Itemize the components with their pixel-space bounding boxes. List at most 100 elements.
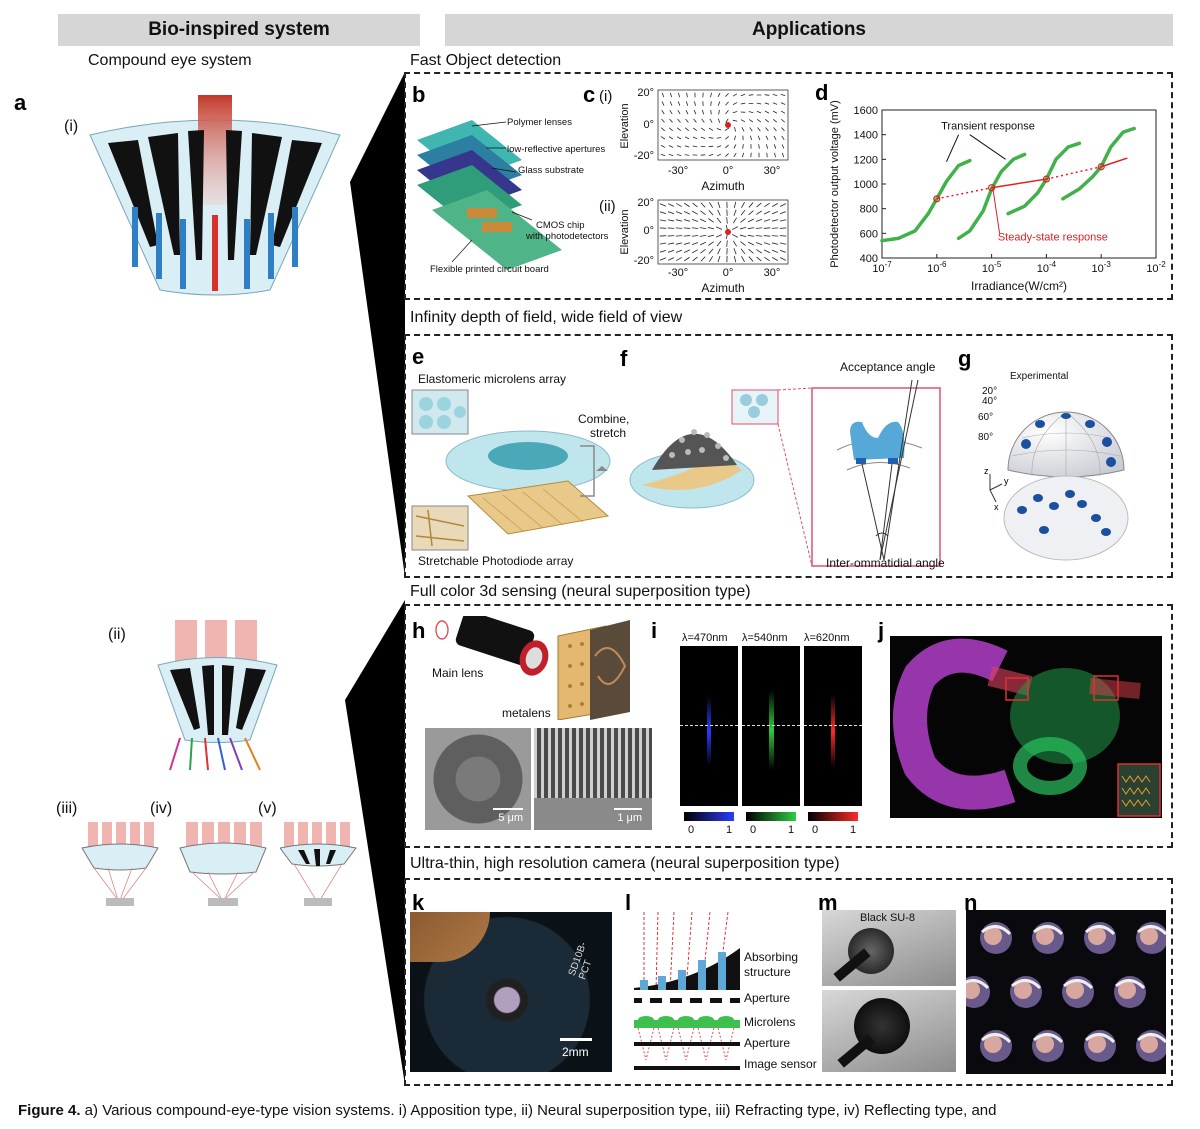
flow-vector-95 xyxy=(748,256,754,262)
flow-vector-73 xyxy=(733,209,737,216)
flow-vector-76 xyxy=(734,126,736,132)
sem-image-metalens-top: 5 μm xyxy=(425,728,531,830)
panel-c-sub-ii: (ii) xyxy=(599,198,616,215)
flow-vector-103 xyxy=(756,256,762,262)
steady-state-point-2 xyxy=(1042,175,1050,183)
label-v: (v) xyxy=(258,800,277,817)
box-full-color xyxy=(404,604,1173,848)
flow-vector-89 xyxy=(748,210,754,216)
label-iii: (iii) xyxy=(56,800,78,817)
flow-vector-126 xyxy=(779,249,787,253)
c2-ytick-m20: -20° xyxy=(634,255,654,267)
flow-vector-3 xyxy=(661,118,665,123)
flow-vector-111 xyxy=(764,256,770,262)
flow-vector-16 xyxy=(678,92,680,98)
flow-vector-90 xyxy=(748,111,754,114)
flow-vector-55 xyxy=(708,256,714,262)
flow-vector-30 xyxy=(683,249,691,254)
flow-vector-55 xyxy=(708,154,714,156)
flow-vector-30 xyxy=(684,145,690,148)
flow-vector-50 xyxy=(708,218,714,223)
flow-vector-5 xyxy=(659,242,667,245)
ultra-thin-camera-schematic xyxy=(634,911,740,1070)
flow-vector-91 xyxy=(747,227,755,230)
flow-vector-113 xyxy=(772,102,778,105)
steady-state-point-0 xyxy=(933,195,941,203)
cb2-min: 0 xyxy=(750,824,757,836)
flow-vector-121 xyxy=(780,102,786,105)
flow-vector-56 xyxy=(717,201,721,209)
panel-letter-i: i xyxy=(651,618,658,643)
flow-vector-20 xyxy=(675,235,683,237)
label-inter-ommatidial-angle: Inter-ommatidial angle xyxy=(826,556,945,570)
flow-vector-35 xyxy=(693,118,697,123)
scale-bar-2mm xyxy=(560,1038,592,1041)
label-40deg: 40° xyxy=(982,396,998,407)
flow-vector-51 xyxy=(709,118,713,123)
panel-letter-e: e xyxy=(412,344,425,369)
flow-vector-118 xyxy=(773,144,777,149)
flow-vector-58 xyxy=(716,217,722,224)
label-620nm: λ=620nm xyxy=(804,632,850,644)
flow-vector-8 xyxy=(669,92,673,98)
flow-vector-75 xyxy=(732,119,738,122)
camera-layer-stack-diagram xyxy=(417,120,562,270)
sub-image-5 xyxy=(1010,976,1042,1008)
flow-vector-114 xyxy=(772,110,778,114)
flow-vector-116 xyxy=(771,235,779,237)
axis-z: z xyxy=(984,466,989,476)
panel-letter-c: c xyxy=(583,82,596,107)
axis-x: x xyxy=(994,502,999,512)
flow-vector-23 xyxy=(676,154,682,156)
camera-photo: SD10B-PCT 2mm xyxy=(410,912,612,1072)
flow-vector-105 xyxy=(763,210,771,215)
neural-superposition-diagram xyxy=(157,620,278,771)
flow-vector-17 xyxy=(675,211,683,215)
flow-vector-10 xyxy=(669,110,673,115)
flow-vector-88 xyxy=(748,202,754,208)
flow-vector-110 xyxy=(763,249,771,254)
header-bio-inspired: Bio-inspired system xyxy=(58,14,420,46)
optic-flow-plot-i: Elevation 20° 0° -20° -30° 0° 30° Azimut… xyxy=(620,87,789,193)
flow-vector-26 xyxy=(685,109,689,115)
label-ii: (ii) xyxy=(108,626,126,643)
flow-vector-42 xyxy=(701,109,705,115)
flow-vector-72 xyxy=(732,93,738,97)
flow-vector-85 xyxy=(740,241,746,246)
flow-vector-27 xyxy=(683,227,691,229)
flow-vector-4 xyxy=(661,127,665,132)
flow-vector-69 xyxy=(725,136,729,140)
colorbar-green xyxy=(746,812,796,821)
d-xlabel: Irradiance(W/cm²) xyxy=(971,279,1067,293)
flow-vector-49 xyxy=(708,210,714,216)
d-ytick-label-3: 1000 xyxy=(854,179,878,191)
label-cmos-chip: CMOS chip xyxy=(536,220,585,231)
sub-image-10 xyxy=(1084,1030,1116,1062)
c2-xtick-30: 30° xyxy=(764,267,781,279)
metalens-camera-diagram xyxy=(435,616,630,720)
flow-vector-31 xyxy=(684,154,690,156)
label-microlens: Microlens xyxy=(744,1015,796,1029)
flow-vector-37 xyxy=(691,242,699,246)
flow-vector-92 xyxy=(747,234,755,237)
flow-vector-87 xyxy=(741,256,745,262)
c2-ytick-20: 20° xyxy=(637,197,654,209)
flow-vector-73 xyxy=(732,102,738,105)
flow-vector-78 xyxy=(733,248,737,255)
label-acceptance-angle: Acceptance angle xyxy=(840,360,936,374)
flow-vector-6 xyxy=(660,145,666,148)
c2-ylabel: Elevation xyxy=(620,209,631,254)
c2-xlabel: Azimuth xyxy=(701,281,744,295)
hemisphere-experimental-plot: z y x xyxy=(984,411,1129,561)
c2-xtick-0: 0° xyxy=(723,267,734,279)
optic-flow-plot-ii: Elevation 20° 0° -20° -30° 0° 30° Azimut… xyxy=(620,197,789,295)
flow-vector-97 xyxy=(756,210,762,215)
flow-vector-15 xyxy=(667,257,675,261)
flow-vector-49 xyxy=(710,101,712,106)
flow-vector-52 xyxy=(708,127,714,131)
flow-vector-127 xyxy=(781,152,785,158)
flow-vector-65 xyxy=(725,101,729,106)
flow-vector-77 xyxy=(733,135,737,141)
flow-vector-125 xyxy=(781,135,785,140)
flow-vector-86 xyxy=(742,144,744,149)
